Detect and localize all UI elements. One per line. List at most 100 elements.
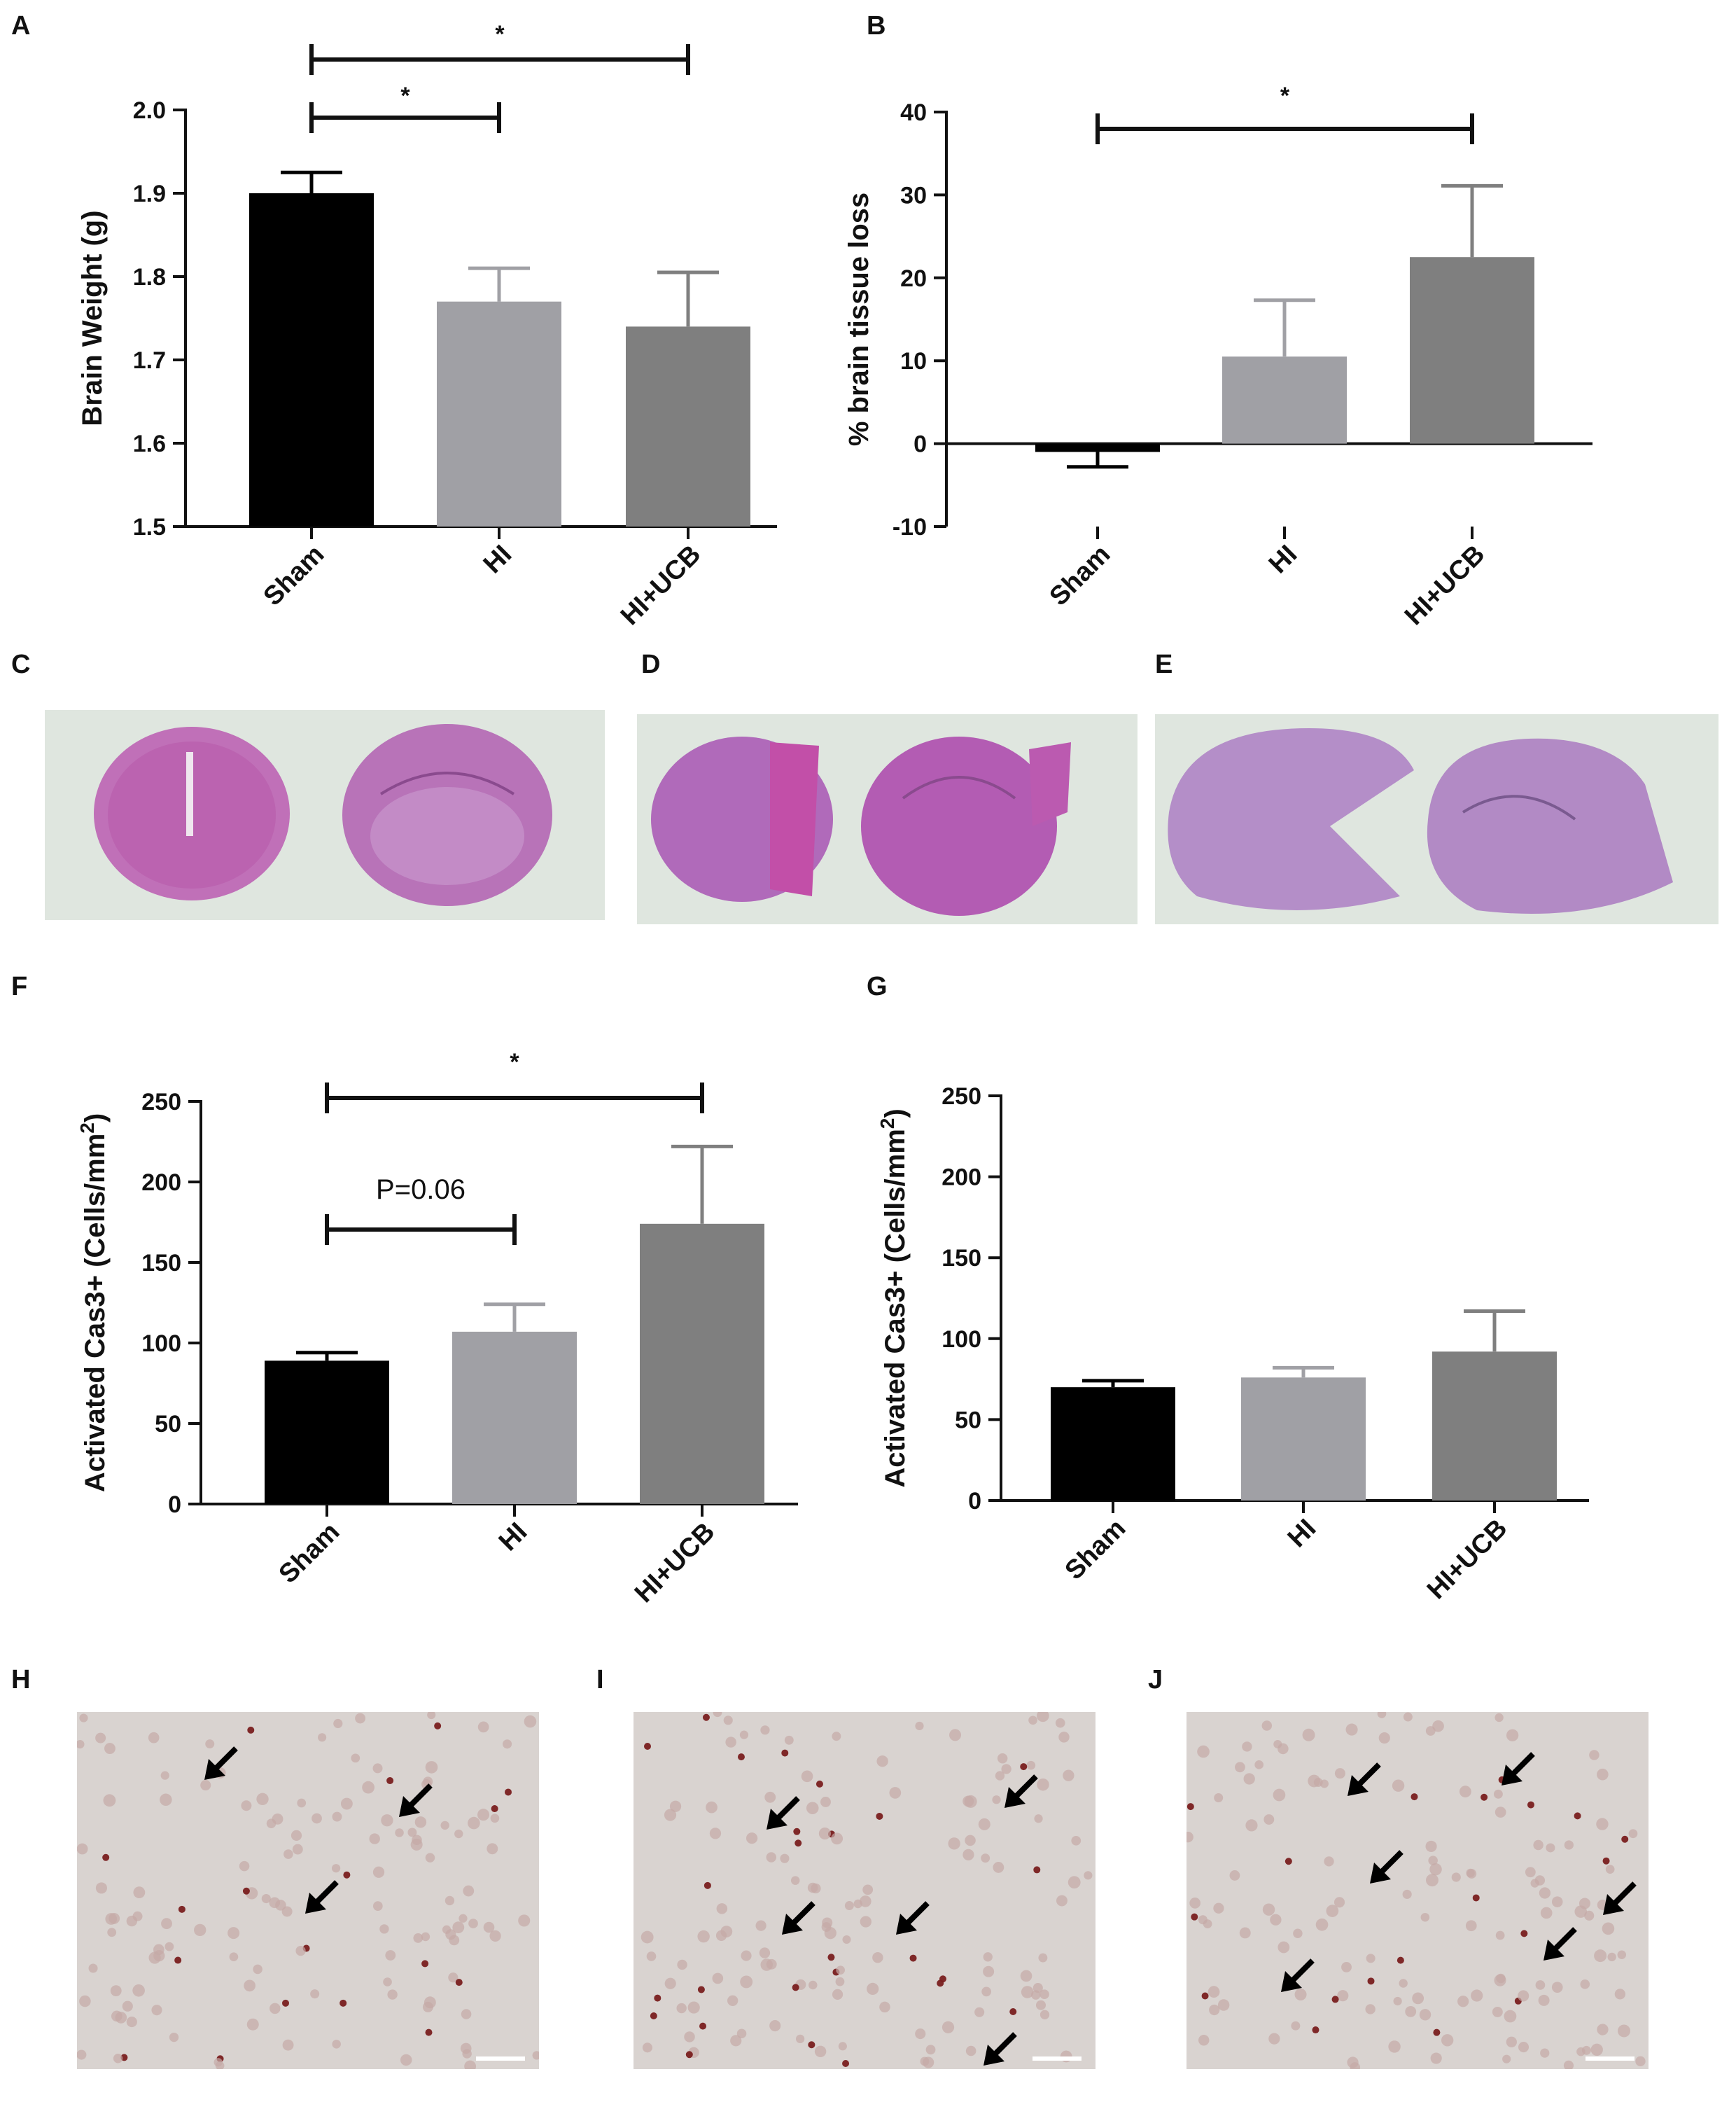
panel-label-c: C <box>11 650 31 679</box>
nucleus <box>1242 1741 1252 1752</box>
y-tick-label: 200 <box>941 1164 981 1191</box>
nucleus <box>458 1914 468 1923</box>
nucleus <box>948 1837 960 1850</box>
y-tick-label: 100 <box>941 1326 981 1353</box>
nucleus <box>1492 2006 1503 2017</box>
nucleus <box>1614 1989 1626 2000</box>
nucleus <box>372 1901 383 1911</box>
bar-hi <box>452 1331 577 1504</box>
y-tick-label: 30 <box>900 182 927 209</box>
nucleus <box>424 1996 436 2009</box>
nucleus <box>832 1989 844 2000</box>
y-axis-label: Activated Cas3+ (Cells/mm2) <box>876 1108 911 1487</box>
y-tick-label: 100 <box>141 1330 181 1357</box>
arrow-head <box>1544 1940 1564 1961</box>
y-tick-label: 150 <box>941 1245 981 1272</box>
y-tick-label: -10 <box>892 514 927 541</box>
nucleus <box>1564 1840 1574 1850</box>
nucleus <box>687 2001 700 2014</box>
y-tick-label: 50 <box>955 1407 981 1433</box>
positive-cell <box>1621 1835 1629 1843</box>
nucleus <box>838 2042 847 2051</box>
nucleus <box>981 1986 991 1997</box>
nucleus <box>1457 1996 1469 2007</box>
nucleus <box>282 2039 294 2051</box>
nucleus <box>1412 1992 1424 2005</box>
positive-cell <box>808 2041 816 2049</box>
nucleus <box>412 1835 422 1846</box>
nucleus <box>723 1715 733 1725</box>
nucleus <box>842 1935 851 1944</box>
nucleus <box>730 2035 742 2047</box>
panel-label-e: E <box>1155 650 1173 679</box>
nucleus <box>1239 1927 1251 1939</box>
nucleus <box>241 1800 252 1811</box>
nucleus <box>715 1930 727 1941</box>
nucleus <box>853 1899 862 1909</box>
nucleus <box>460 2042 472 2054</box>
nucleus <box>860 1895 872 1907</box>
nucleus <box>1324 1856 1334 1867</box>
brain-section-drawing <box>651 737 1071 916</box>
panel-label-d: D <box>641 650 661 679</box>
nucleus <box>256 1793 269 1806</box>
nucleus <box>1037 1779 1049 1791</box>
nucleus <box>992 1795 1001 1804</box>
nucleus <box>1213 1902 1224 1914</box>
bar-sham <box>265 1360 389 1504</box>
nucleus <box>385 1950 396 1961</box>
nucleus <box>1399 1979 1408 1988</box>
nucleus <box>1518 1990 1530 2002</box>
nucleus <box>1278 1941 1290 1954</box>
nucleus <box>981 1853 990 1863</box>
nucleus <box>1506 2036 1517 2047</box>
nucleus <box>1341 1961 1352 1972</box>
nucleus <box>88 1963 98 1973</box>
panel-label-a: A <box>11 11 31 41</box>
nucleus <box>836 1965 845 1975</box>
positive-cell <box>386 1777 394 1785</box>
x-tick-label: Sham <box>258 540 330 612</box>
nucleus <box>844 1901 854 1910</box>
nucleus <box>706 1801 718 1814</box>
arrow-head <box>983 2045 1004 2066</box>
significance-label: * <box>400 83 410 109</box>
positive-cell <box>1396 1956 1404 1964</box>
nucleus <box>1055 1718 1065 1728</box>
nucleus <box>1538 1994 1550 2006</box>
nucleus <box>362 1781 374 1794</box>
arrow-head <box>1281 1971 1302 1992</box>
nucleus <box>1026 1760 1036 1770</box>
nucleus <box>132 1911 143 1921</box>
nucleus <box>160 1793 172 1807</box>
y-tick-label: 1.6 <box>133 431 166 457</box>
nucleus <box>414 1816 427 1828</box>
positive-cell <box>1480 1793 1488 1801</box>
nucleus <box>369 1833 380 1844</box>
nucleus <box>1037 1712 1049 1722</box>
nucleus <box>332 1811 342 1822</box>
nucleus <box>1273 1788 1286 1802</box>
nucleus <box>1466 1869 1477 1879</box>
positive-cell <box>1201 1992 1209 2000</box>
nucleus <box>107 1928 117 1937</box>
nucleus <box>1326 1905 1339 1917</box>
nucleus <box>1419 2009 1432 2021</box>
nucleus <box>832 1732 841 1741</box>
nucleus <box>381 1814 393 1827</box>
nucleus <box>1402 1889 1412 1899</box>
nucleus <box>468 1919 478 1928</box>
nucleus <box>421 1932 430 1942</box>
nucleus <box>281 1906 293 1917</box>
y-tick-label: 1.9 <box>133 181 166 207</box>
nucleus <box>677 1959 687 1970</box>
nucleus <box>764 1791 776 1803</box>
nucleus <box>820 1797 831 1807</box>
x-tick-label: HI <box>1264 540 1303 580</box>
y-tick-label: 10 <box>900 348 927 375</box>
nucleus <box>1617 2024 1630 2038</box>
nucleus <box>1034 1814 1043 1823</box>
nucleus <box>1539 1887 1551 1899</box>
nucleus <box>997 1753 1008 1764</box>
nucleus <box>1189 1898 1200 1909</box>
